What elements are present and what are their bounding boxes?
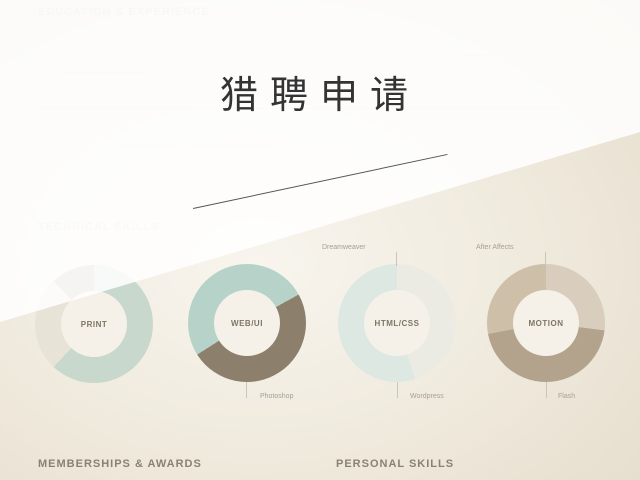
- skill-donut-htmlcss: HTML/CSS: [338, 264, 456, 382]
- callout-photoshop: Photoshop: [260, 393, 294, 400]
- callout-line: [246, 382, 247, 398]
- callout-wordpress: Wordpress: [410, 393, 444, 400]
- callout-flash: Flash: [558, 393, 576, 400]
- skill-label-print: PRINT: [80, 319, 108, 329]
- skill-donut-webui: WEB/UI: [188, 264, 306, 382]
- skill-label-motion: MOTION: [528, 318, 564, 328]
- callout-after-effects: After Affects: [476, 244, 514, 251]
- skill-donut-motion: MOTION: [487, 264, 605, 382]
- memberships-heading: MEMBERSHIPS & AWARDS: [38, 458, 202, 470]
- personal-skills-heading: PERSONAL SKILLS: [336, 458, 455, 470]
- callout-dreamweaver: Dreamweaver: [322, 244, 366, 251]
- skill-label-htmlcss: HTML/CSS: [374, 318, 420, 328]
- callout-line: [545, 252, 546, 266]
- page-title: 猎聘申请: [219, 73, 420, 117]
- skill-label-webui: WEB/UI: [231, 318, 263, 328]
- callout-line: [546, 382, 547, 398]
- callout-line: [397, 382, 398, 398]
- callout-line: [396, 252, 397, 266]
